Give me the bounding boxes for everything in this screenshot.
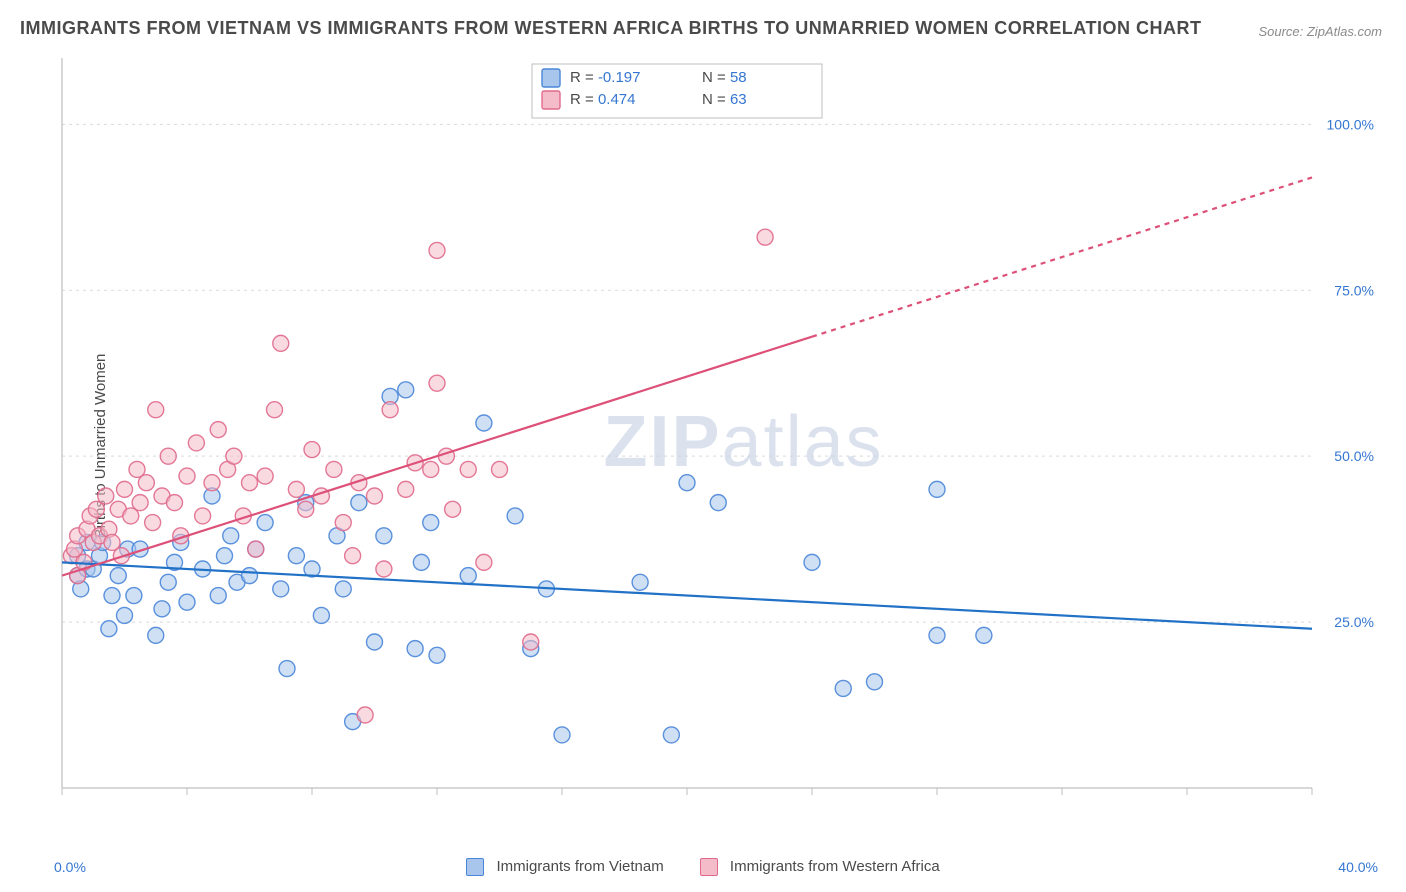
svg-text:R = 0.474: R = 0.474 — [570, 91, 635, 108]
legend-swatch-vietnam — [466, 858, 484, 876]
legend-label-western-africa: Immigrants from Western Africa — [730, 858, 940, 875]
chart-title: IMMIGRANTS FROM VIETNAM VS IMMIGRANTS FR… — [20, 18, 1201, 39]
x-tick-max: 40.0% — [1338, 859, 1378, 875]
svg-text:100.0%: 100.0% — [1327, 116, 1374, 132]
legend-item-western-africa: Immigrants from Western Africa — [700, 858, 940, 876]
svg-text:50.0%: 50.0% — [1334, 448, 1374, 464]
svg-text:75.0%: 75.0% — [1334, 282, 1374, 298]
svg-text:ZIPatlas: ZIPatlas — [604, 402, 884, 482]
svg-text:N = 58: N = 58 — [702, 69, 747, 86]
legend-label-vietnam: Immigrants from Vietnam — [496, 858, 663, 875]
chart-svg: 25.0% 50.0% 75.0% 100.0% ZIPatlas R = -0.197 N… — [52, 58, 1382, 828]
legend-swatch-western-africa — [700, 858, 718, 876]
scatter-plot: 25.0% 50.0% 75.0% 100.0% ZIPatlas R = -0.197 N… — [52, 58, 1382, 828]
x-tick-min: 0.0% — [54, 859, 86, 875]
x-axis-legend: 0.0% Immigrants from Vietnam Immigrants … — [0, 858, 1406, 876]
legend-item-vietnam: Immigrants from Vietnam — [466, 858, 663, 876]
svg-text:R = -0.197: R = -0.197 — [570, 69, 640, 86]
svg-text:N = 63: N = 63 — [702, 91, 747, 108]
source-attribution: Source: ZipAtlas.com — [1258, 24, 1382, 39]
svg-text:25.0%: 25.0% — [1334, 614, 1374, 630]
